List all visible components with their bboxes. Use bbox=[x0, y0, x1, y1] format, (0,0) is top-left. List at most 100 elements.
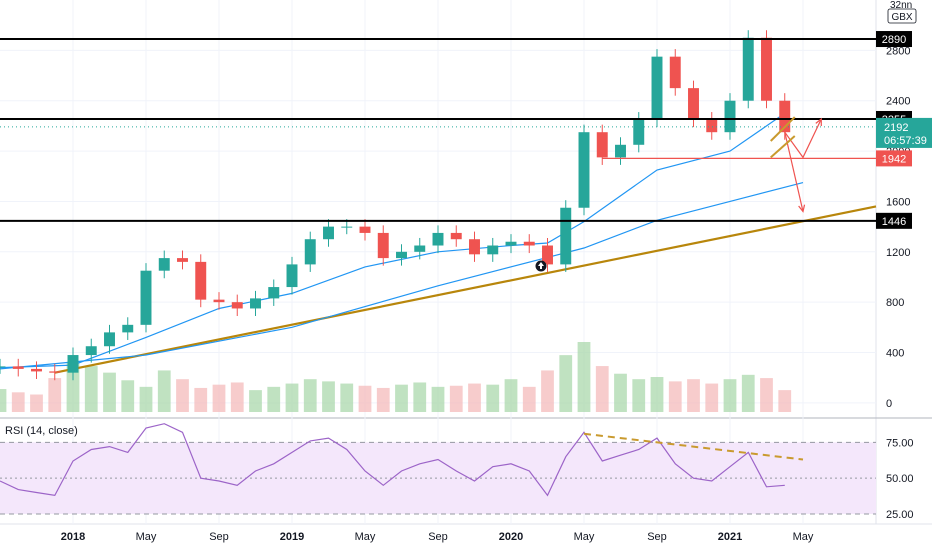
candle-body bbox=[304, 239, 316, 265]
rsi-trendline bbox=[583, 432, 804, 461]
volume-bar bbox=[376, 387, 390, 412]
volume-bar bbox=[84, 366, 98, 412]
candle-body bbox=[231, 302, 243, 309]
volume-bar bbox=[449, 385, 463, 412]
time-tick-label: Sep bbox=[428, 531, 448, 543]
support-line[interactable] bbox=[54, 205, 877, 374]
wedge-lower-line[interactable] bbox=[770, 135, 796, 159]
level-badges: 2890225514461942219206:57:39 bbox=[876, 31, 932, 229]
volume-bar bbox=[395, 384, 408, 412]
volume-bar bbox=[668, 381, 682, 412]
level-badge bbox=[876, 212, 912, 229]
volume-bar bbox=[595, 366, 609, 412]
time-tick-label: May bbox=[574, 531, 595, 543]
wedge-upper-line[interactable] bbox=[770, 116, 796, 142]
price-tick-label: 1200 bbox=[886, 247, 910, 259]
time-tick-label: 2018 bbox=[61, 531, 85, 543]
volume-bar bbox=[285, 383, 299, 412]
candle-body bbox=[450, 232, 462, 240]
volume-bar bbox=[705, 383, 719, 412]
time-tick-label: 2019 bbox=[280, 531, 304, 543]
candle-body bbox=[213, 299, 225, 303]
volume-bar bbox=[778, 390, 792, 412]
candle-body bbox=[742, 37, 754, 101]
time-tick-label: May bbox=[355, 531, 376, 543]
candle-body bbox=[250, 298, 261, 309]
red-level-badge-label: 1942 bbox=[882, 153, 906, 165]
candle-body bbox=[49, 371, 61, 373]
level-badge-label: 2890 bbox=[882, 34, 906, 46]
rsi-tick-label: 50.00 bbox=[886, 473, 914, 485]
rsi-tick-label: 75.00 bbox=[886, 437, 914, 449]
time-tick-label: Sep bbox=[647, 531, 667, 543]
candle-body bbox=[158, 258, 170, 271]
current-price-timer: 06:57:39 bbox=[884, 135, 927, 147]
candle-body bbox=[560, 207, 572, 265]
candle-body bbox=[177, 258, 188, 262]
current-price-label: 2192 bbox=[884, 122, 908, 134]
arrowhead-icon bbox=[798, 204, 806, 213]
candle-body bbox=[323, 226, 334, 240]
currency-box[interactable] bbox=[887, 8, 917, 24]
candle-body bbox=[140, 270, 152, 325]
candle-body bbox=[688, 88, 699, 120]
volume-bar bbox=[614, 373, 627, 412]
candle-body bbox=[669, 56, 681, 89]
volume-bar bbox=[11, 392, 25, 412]
price-axis-ticks: 040080012001600200024002800 bbox=[886, 45, 910, 410]
volume-bar bbox=[431, 386, 445, 412]
volume-bar bbox=[723, 379, 737, 412]
volume-bar bbox=[212, 384, 226, 412]
candle-body bbox=[469, 239, 480, 255]
candle-body bbox=[396, 251, 407, 259]
candle-body bbox=[0, 366, 6, 368]
volume-bar bbox=[66, 361, 80, 412]
rsi-axis-ticks: 25.00 50.00 75.00 bbox=[886, 437, 914, 521]
candle-body bbox=[12, 366, 24, 369]
wedge-channel bbox=[770, 116, 796, 159]
level-badge-label: 1446 bbox=[882, 216, 906, 228]
candle-body bbox=[359, 226, 371, 233]
time-axis: 2018 May Sep 2019 May Sep 2020 May Sep 2021 May bbox=[61, 531, 814, 543]
volume-bar bbox=[650, 377, 664, 412]
price-tick-label: 0 bbox=[886, 398, 892, 410]
volume-bar bbox=[632, 379, 646, 412]
volume-bar bbox=[121, 380, 135, 412]
candle-body bbox=[761, 37, 772, 101]
candle-body bbox=[85, 346, 97, 356]
time-tick-label: 2020 bbox=[499, 531, 523, 543]
candle-body bbox=[542, 245, 553, 265]
candle-body bbox=[706, 119, 718, 133]
candle-body bbox=[432, 232, 444, 246]
volume-bar bbox=[340, 383, 354, 412]
volume-bar bbox=[303, 379, 317, 412]
rsi-title: RSI (14, close) bbox=[5, 425, 78, 437]
rsi-divergence-trendline[interactable] bbox=[583, 432, 804, 461]
rsi-band bbox=[0, 441, 876, 515]
candle-body bbox=[779, 100, 791, 133]
volume-bar bbox=[30, 394, 43, 412]
projection-arrow-2[interactable] bbox=[784, 132, 804, 212]
price-tick-label: 400 bbox=[886, 348, 904, 360]
candle-body bbox=[633, 119, 645, 145]
volume-bar bbox=[176, 379, 189, 412]
volume-bar bbox=[687, 379, 700, 412]
rsi-series-line[interactable] bbox=[0, 423, 785, 497]
price-axis-top-label: 32nn bbox=[890, 0, 912, 11]
candle-body bbox=[268, 287, 280, 299]
price-tick-label: 800 bbox=[886, 297, 904, 309]
candle-body bbox=[505, 241, 517, 246]
candle-body bbox=[195, 261, 207, 300]
moving-average-line-2[interactable] bbox=[0, 182, 804, 370]
candle-body bbox=[104, 332, 115, 347]
volume-bar bbox=[139, 386, 153, 412]
volume-bar bbox=[358, 385, 372, 412]
candle-body bbox=[615, 144, 626, 158]
candle-body bbox=[578, 132, 590, 208]
currency-label: GBX bbox=[891, 12, 912, 23]
candle-body bbox=[67, 355, 79, 373]
volume-bar bbox=[249, 390, 262, 412]
volume-bar bbox=[577, 342, 591, 412]
candle-body bbox=[286, 264, 298, 288]
